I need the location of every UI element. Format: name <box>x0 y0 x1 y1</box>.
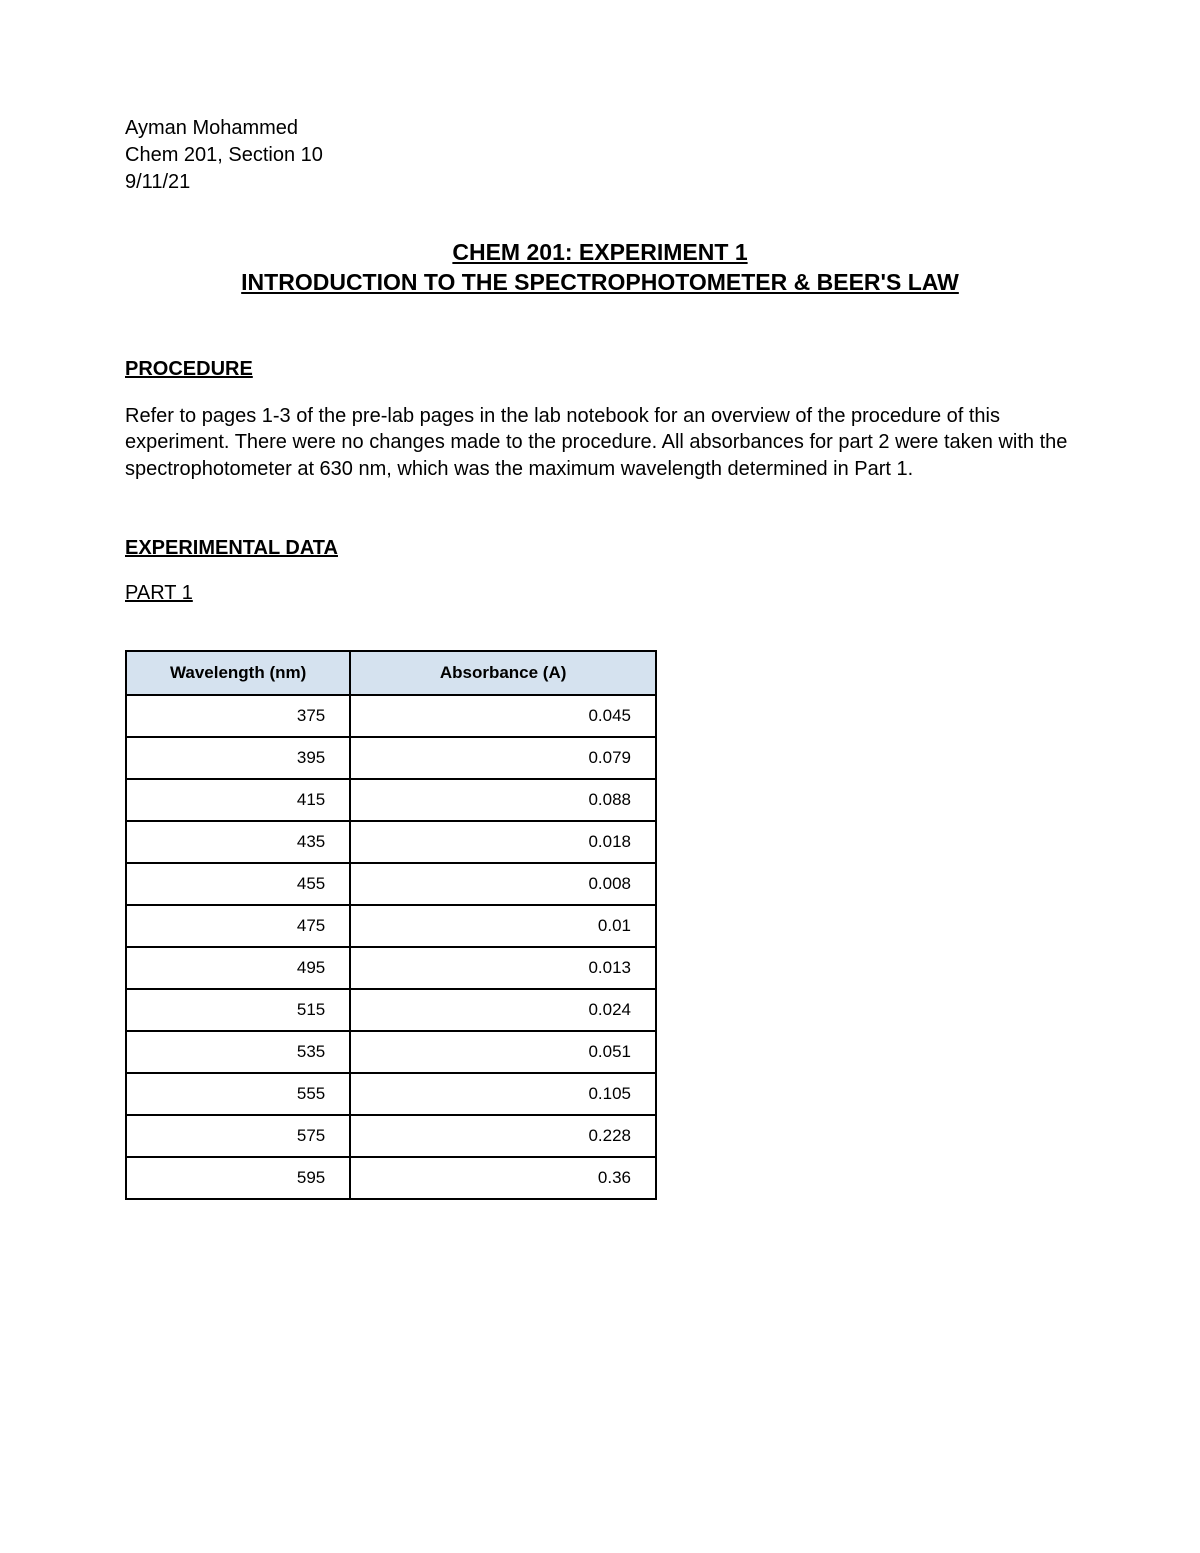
table-cell: 575 <box>126 1115 350 1157</box>
table-row: 4150.088 <box>126 779 656 821</box>
table-row: 3950.079 <box>126 737 656 779</box>
table-row: 4750.01 <box>126 905 656 947</box>
table-cell: 535 <box>126 1031 350 1073</box>
table-cell: 475 <box>126 905 350 947</box>
date: 9/11/21 <box>125 169 1075 196</box>
table-cell: 0.051 <box>350 1031 656 1073</box>
table-cell: 515 <box>126 989 350 1031</box>
table-cell: 435 <box>126 821 350 863</box>
data-table: Wavelength (nm) Absorbance (A) 3750.0453… <box>125 650 657 1200</box>
student-name: Ayman Mohammed <box>125 115 1075 142</box>
table-cell: 0.018 <box>350 821 656 863</box>
table-row: 5350.051 <box>126 1031 656 1073</box>
table-cell: 0.088 <box>350 779 656 821</box>
col-wavelength: Wavelength (nm) <box>126 651 350 695</box>
table-cell: 0.024 <box>350 989 656 1031</box>
table-cell: 395 <box>126 737 350 779</box>
experimental-heading: EXPERIMENTAL DATA <box>125 537 1075 560</box>
table-cell: 0.013 <box>350 947 656 989</box>
title-line-1: CHEM 201: EXPERIMENT 1 <box>125 238 1075 268</box>
title-line-2: INTRODUCTION TO THE SPECTROPHOTOMETER & … <box>125 268 1075 298</box>
table-cell: 555 <box>126 1073 350 1115</box>
table-row: 3750.045 <box>126 695 656 737</box>
table-cell: 0.228 <box>350 1115 656 1157</box>
table-cell: 415 <box>126 779 350 821</box>
part-label: PART 1 <box>125 582 1075 605</box>
table-cell: 0.105 <box>350 1073 656 1115</box>
table-cell: 375 <box>126 695 350 737</box>
procedure-heading: PROCEDURE <box>125 358 1075 381</box>
table-cell: 0.079 <box>350 737 656 779</box>
table-cell: 595 <box>126 1157 350 1199</box>
table-row: 4350.018 <box>126 821 656 863</box>
table-row: 4550.008 <box>126 863 656 905</box>
table-row: 4950.013 <box>126 947 656 989</box>
course-section: Chem 201, Section 10 <box>125 142 1075 169</box>
table-cell: 0.045 <box>350 695 656 737</box>
table-row: 5150.024 <box>126 989 656 1031</box>
procedure-body: Refer to pages 1-3 of the pre-lab pages … <box>125 403 1075 482</box>
table-cell: 455 <box>126 863 350 905</box>
table-cell: 0.01 <box>350 905 656 947</box>
table-header-row: Wavelength (nm) Absorbance (A) <box>126 651 656 695</box>
document-title: CHEM 201: EXPERIMENT 1 INTRODUCTION TO T… <box>125 238 1075 298</box>
table-row: 5550.105 <box>126 1073 656 1115</box>
student-header: Ayman Mohammed Chem 201, Section 10 9/11… <box>125 115 1075 196</box>
table-row: 5950.36 <box>126 1157 656 1199</box>
table-row: 5750.228 <box>126 1115 656 1157</box>
table-cell: 0.36 <box>350 1157 656 1199</box>
col-absorbance: Absorbance (A) <box>350 651 656 695</box>
table-cell: 0.008 <box>350 863 656 905</box>
table-cell: 495 <box>126 947 350 989</box>
